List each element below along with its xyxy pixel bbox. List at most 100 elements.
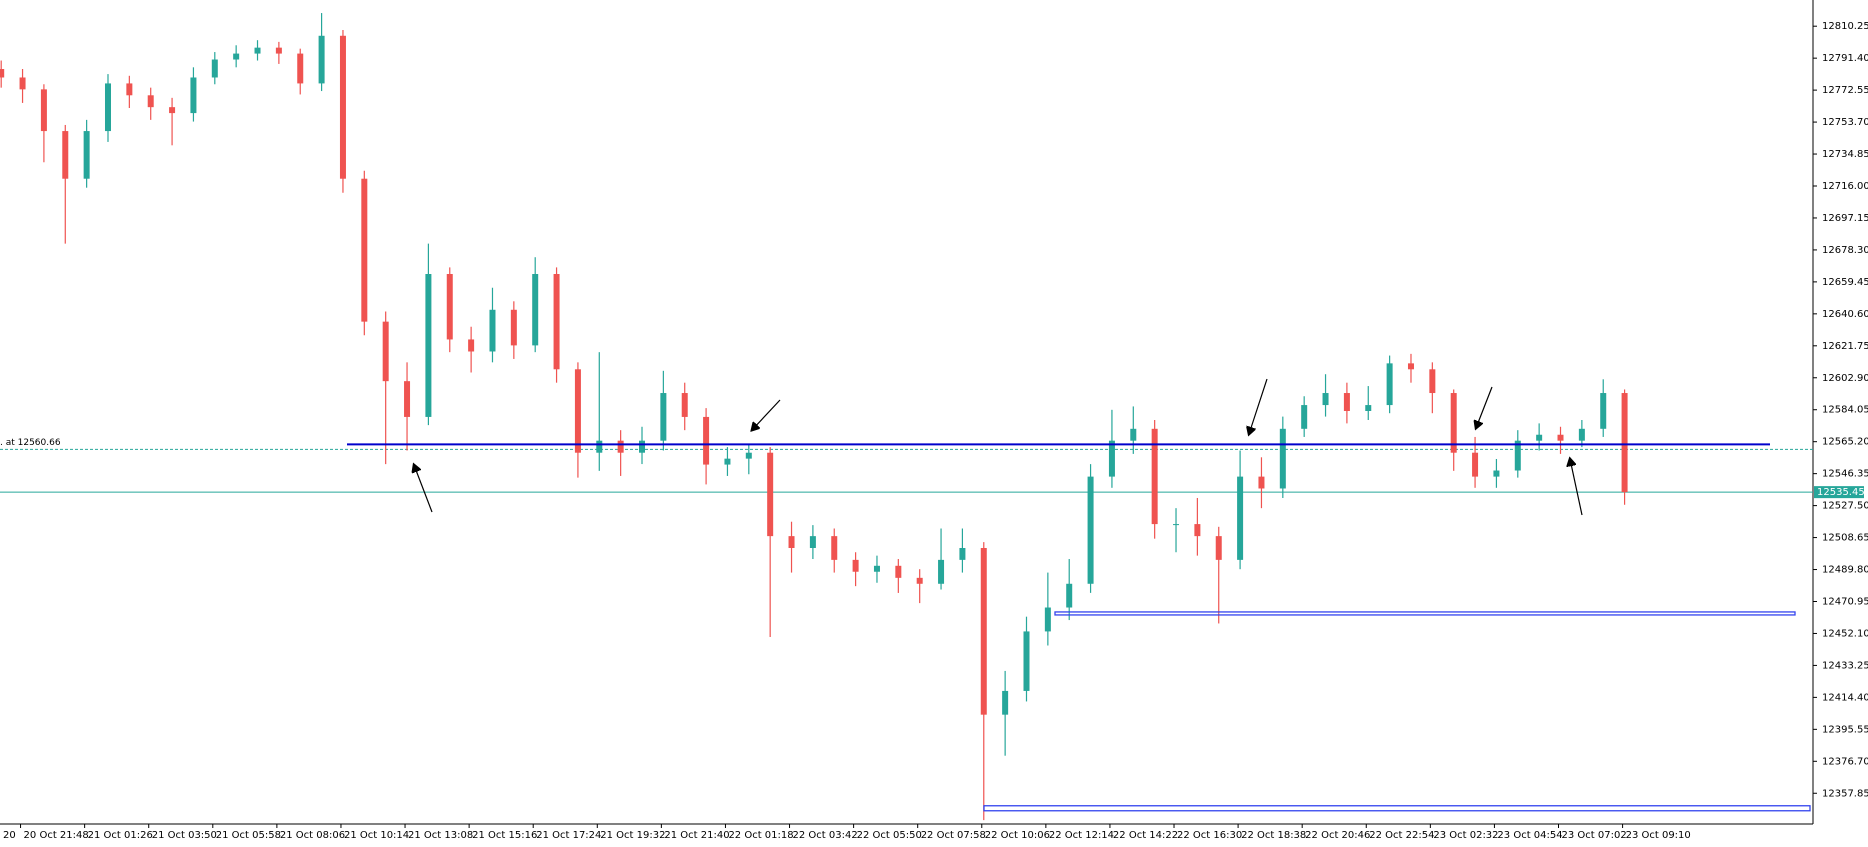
candle-body (62, 131, 69, 179)
candle-body (1386, 363, 1393, 406)
y-tick-label: 12772.55 (1822, 85, 1868, 96)
y-tick-label: 12810.25 (1822, 21, 1868, 32)
candle-body (1194, 524, 1201, 537)
x-tick-label: 23 Oct 09:10 (1626, 830, 1691, 841)
candle-body (1237, 476, 1244, 560)
x-tick-label: 22 Oct 10:06 (985, 830, 1050, 841)
y-tick-label: 12527.50 (1822, 501, 1868, 512)
arrow (1249, 378, 1268, 434)
candle-body (1536, 434, 1543, 441)
annotation-arrows (414, 378, 1583, 516)
candle-body (553, 274, 560, 370)
candle-body (169, 107, 176, 114)
y-tick-label: 12376.70 (1822, 756, 1868, 767)
candle-body (275, 47, 282, 54)
level-zone (983, 805, 1811, 812)
candle-body (1301, 405, 1308, 429)
candle-body (617, 440, 624, 453)
x-tick-label: 21 Oct 17:24 (536, 830, 601, 841)
x-tick-label: 21 Oct 13:08 (408, 830, 473, 841)
candle-body (1130, 428, 1137, 441)
x-tick-label: 22 Oct 07:58 (921, 830, 986, 841)
y-tick-label: 12395.55 (1822, 724, 1868, 735)
x-tick-label: 21 Oct 05:58 (216, 830, 281, 841)
candle-body (382, 321, 389, 382)
y-tick-label: 12602.90 (1822, 373, 1868, 384)
x-tick-label: 22 Oct 12:14 (1049, 830, 1114, 841)
candle-body (788, 536, 795, 548)
candle-body (639, 440, 646, 453)
candle-body (1365, 405, 1372, 411)
price-tag-label: 12535.45 (1817, 487, 1865, 498)
candle-body (1578, 428, 1585, 441)
candle-body (1557, 434, 1564, 441)
candle-body (1108, 440, 1115, 477)
x-tick-label: 22 Oct 05:50 (857, 830, 922, 841)
x-tick-label: 21 Oct 21:40 (664, 830, 729, 841)
candle-body (468, 339, 475, 352)
x-tick-label: 21 Oct 10:14 (344, 830, 409, 841)
candle-body (703, 416, 710, 465)
candle-body (596, 440, 603, 453)
candle-body (233, 53, 240, 60)
candle-body (724, 458, 731, 465)
candle-body (1322, 393, 1329, 406)
y-tick-label: 12621.75 (1822, 341, 1868, 352)
candle-body (190, 77, 197, 114)
x-tick-label: 20 (3, 830, 16, 841)
candle-body (1493, 470, 1500, 477)
y-tick-label: 12734.85 (1822, 149, 1868, 160)
y-tick-label: 12357.85 (1822, 788, 1868, 799)
x-tick-label: 22 Oct 22:54 (1369, 830, 1434, 841)
y-tick-label: 12697.15 (1822, 213, 1868, 224)
candle-body (126, 83, 133, 96)
arrow (752, 399, 781, 430)
y-tick-label: 12414.40 (1822, 692, 1868, 703)
candle-body (489, 309, 496, 352)
candle-body (980, 548, 987, 715)
candle-body (339, 35, 346, 179)
candle-body (1066, 583, 1073, 608)
candle-body (361, 178, 368, 322)
y-tick-label: 12433.25 (1822, 660, 1868, 671)
y-tick-label: 12452.10 (1822, 628, 1868, 639)
candle-body (1044, 607, 1051, 632)
candle-body (959, 548, 966, 560)
x-tick-label: 22 Oct 18:38 (1241, 830, 1306, 841)
candle-body (1429, 369, 1436, 394)
y-tick-label: 12508.65 (1822, 533, 1868, 544)
y-tick-label: 12640.60 (1822, 309, 1868, 320)
candle-body (745, 452, 752, 459)
candle-body (1279, 428, 1286, 489)
reference-label: . at 12560.66 (0, 438, 61, 448)
candle-body (938, 559, 945, 584)
x-tick-label: 21 Oct 03:50 (152, 830, 217, 841)
candle-body (1173, 524, 1180, 526)
x-tick-label: 22 Oct 03:42 (793, 830, 858, 841)
x-tick-label: 23 Oct 02:32 (1433, 830, 1498, 841)
y-tick-label: 12791.40 (1822, 53, 1868, 64)
candle-body (852, 559, 859, 572)
candle-body (1407, 363, 1414, 370)
candle-body (681, 393, 688, 417)
candle-body (510, 309, 517, 346)
price-tag (1814, 486, 1864, 499)
candle-body (425, 274, 432, 417)
candle-body (211, 59, 218, 78)
x-tick-label: 22 Oct 16:30 (1177, 830, 1242, 841)
x-tick-label: 22 Oct 01:18 (728, 830, 793, 841)
candle-body (1600, 393, 1607, 429)
y-tick-label: 12546.35 (1822, 469, 1868, 480)
y-tick-label: 12753.70 (1822, 117, 1868, 128)
x-tick-label: 23 Oct 04:54 (1497, 830, 1562, 841)
candle-body (446, 274, 453, 340)
candle-body (1450, 393, 1457, 453)
x-tick-label: 21 Oct 01:26 (88, 830, 153, 841)
candle-body (767, 452, 774, 537)
candle-body (147, 95, 154, 108)
candle-body (104, 83, 111, 132)
candle-body (40, 89, 47, 132)
candle-body (1621, 393, 1628, 493)
candle-body (83, 131, 90, 179)
